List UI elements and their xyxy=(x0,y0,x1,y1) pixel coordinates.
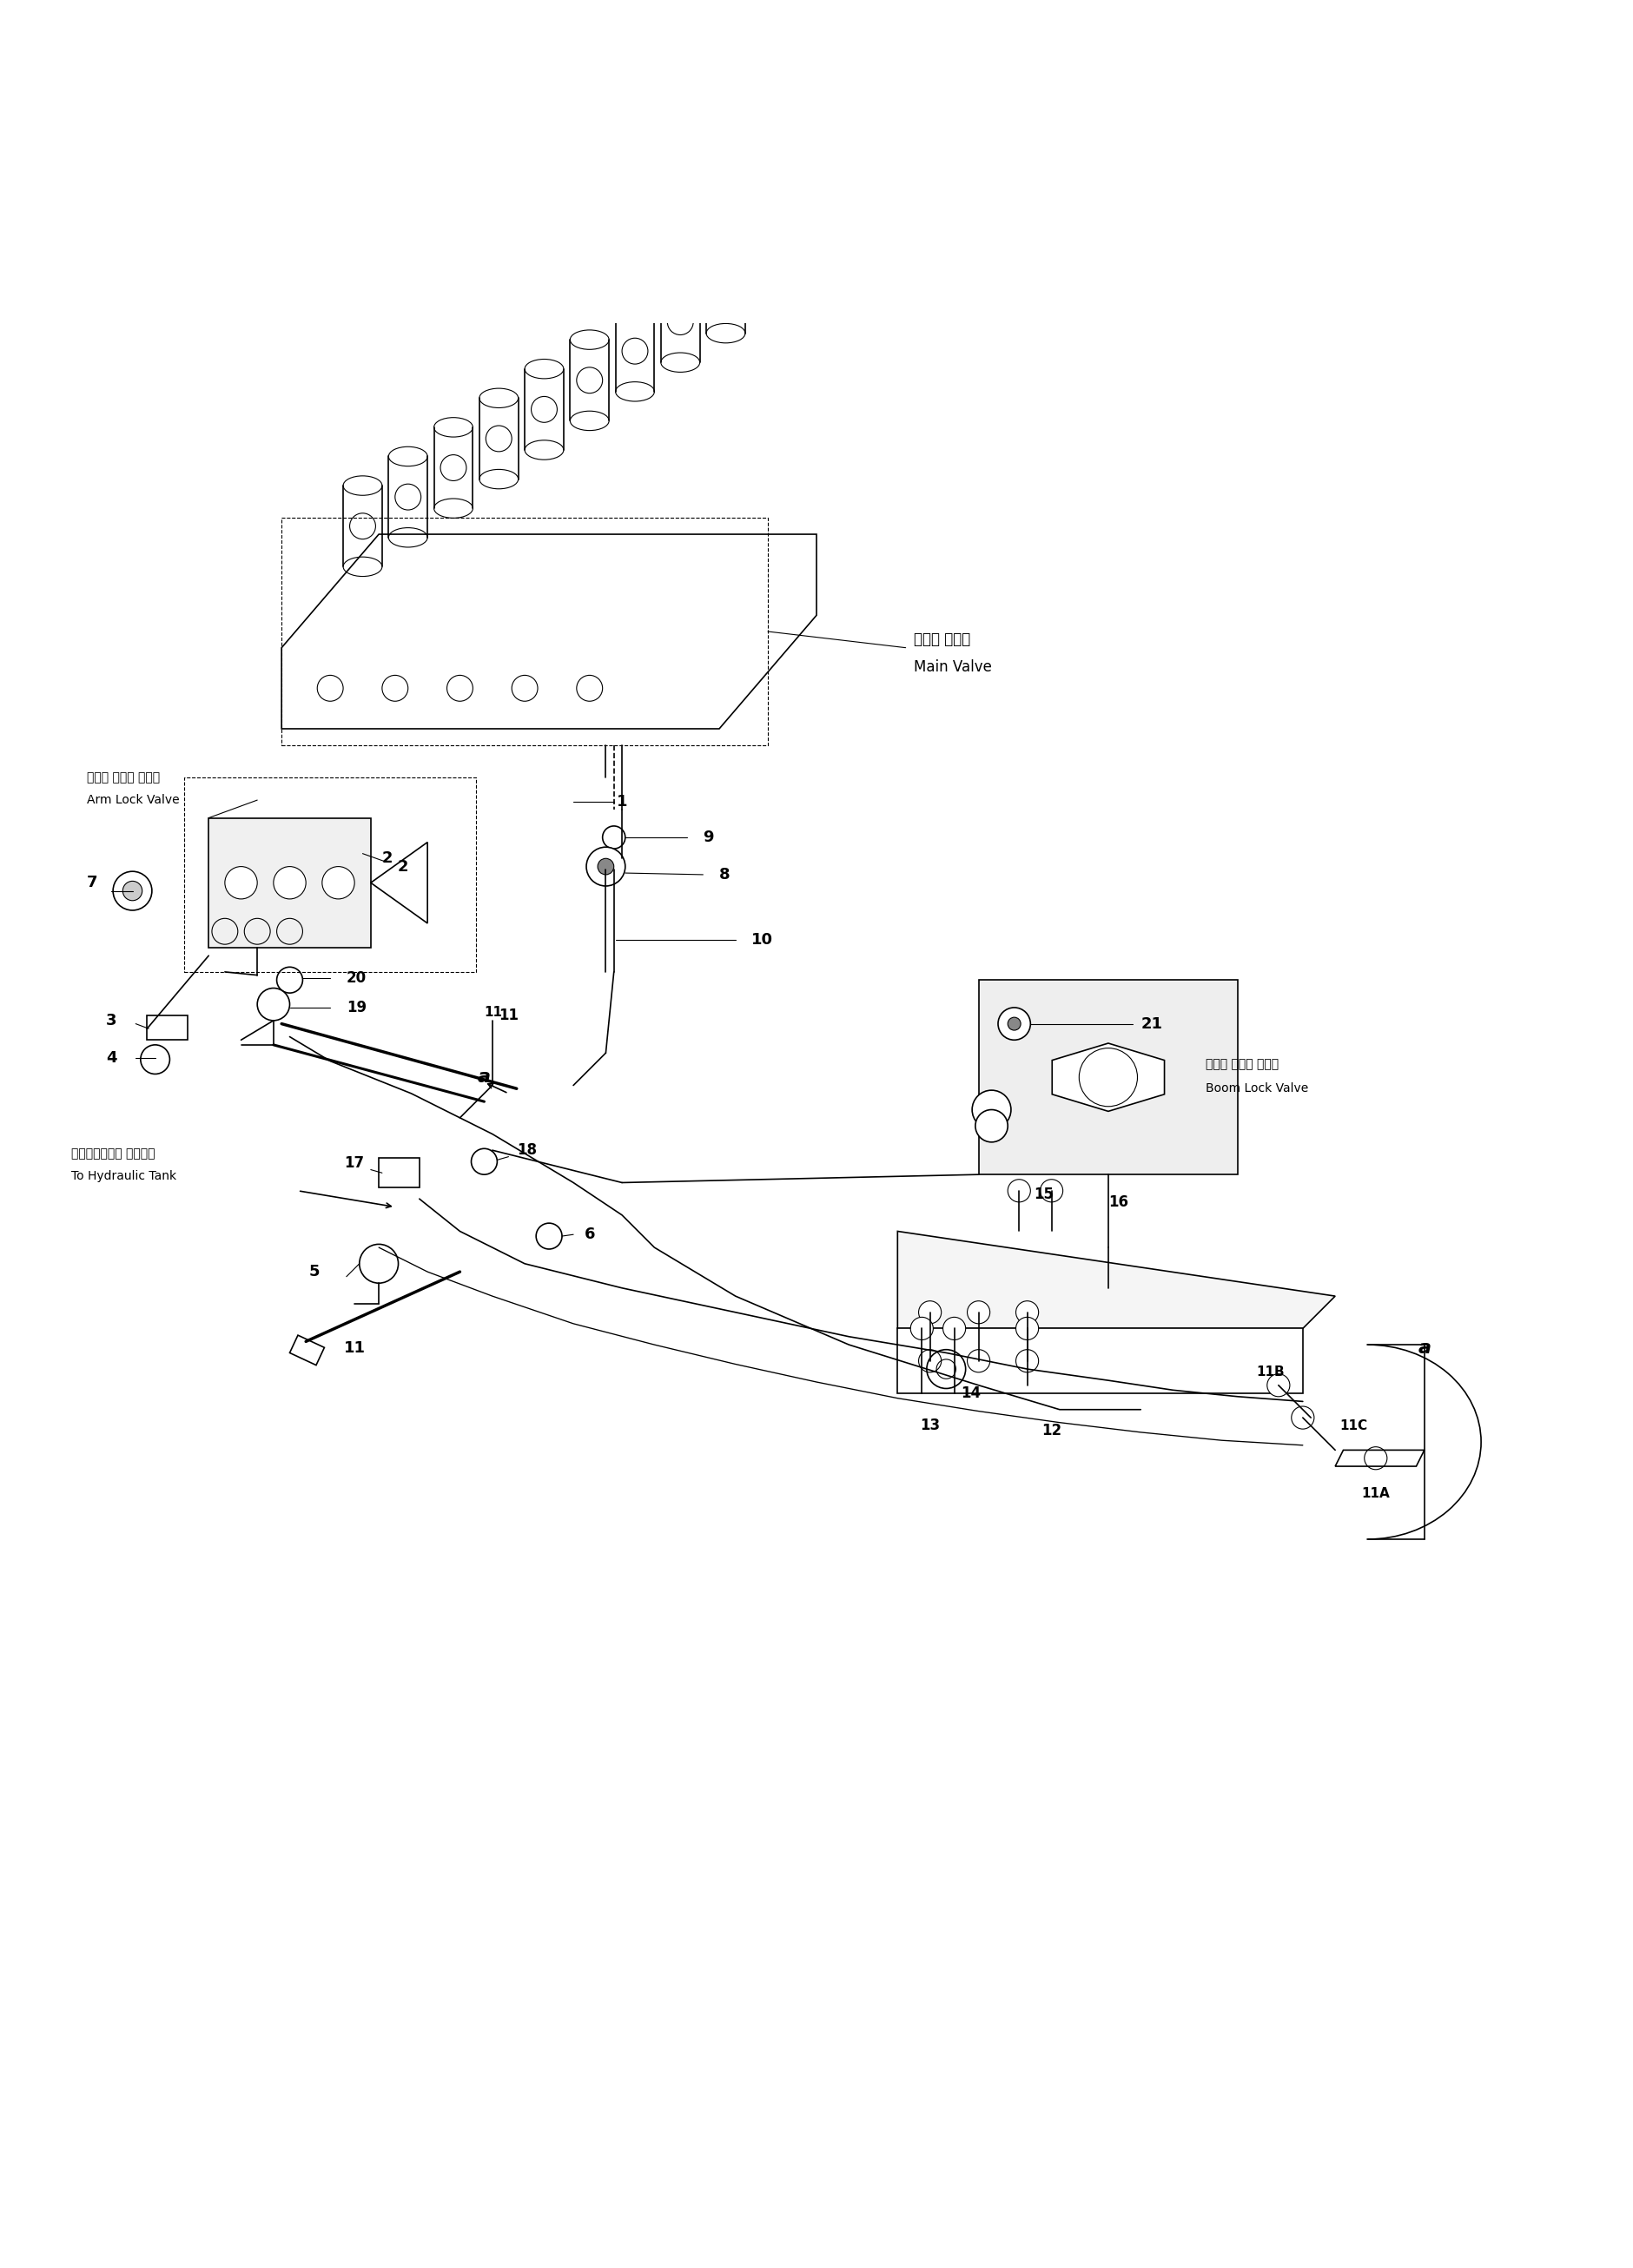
Text: 11B: 11B xyxy=(1256,1365,1285,1379)
Circle shape xyxy=(441,456,467,481)
Circle shape xyxy=(1292,1406,1315,1429)
Text: 2: 2 xyxy=(398,860,408,875)
Circle shape xyxy=(317,676,343,701)
Circle shape xyxy=(598,857,614,875)
Circle shape xyxy=(967,1349,990,1372)
Text: a: a xyxy=(478,1068,492,1086)
Text: 21: 21 xyxy=(1141,1016,1163,1032)
Text: 5: 5 xyxy=(309,1263,320,1279)
Text: 16: 16 xyxy=(1109,1195,1128,1209)
Ellipse shape xyxy=(707,243,745,261)
Text: Boom Lock Valve: Boom Lock Valve xyxy=(1205,1082,1308,1095)
Circle shape xyxy=(1008,1018,1021,1030)
Ellipse shape xyxy=(616,302,655,320)
Bar xyxy=(147,1016,188,1041)
Text: 13: 13 xyxy=(919,1418,941,1433)
Circle shape xyxy=(1016,1349,1039,1372)
Circle shape xyxy=(322,866,354,898)
Text: ハイドロリック タンクへ: ハイドロリック タンクへ xyxy=(70,1148,155,1159)
Ellipse shape xyxy=(570,331,609,349)
Circle shape xyxy=(919,1349,941,1372)
Circle shape xyxy=(511,676,537,701)
Text: 2: 2 xyxy=(382,850,392,866)
Polygon shape xyxy=(1052,1043,1164,1111)
Bar xyxy=(898,1329,1303,1393)
Ellipse shape xyxy=(343,476,382,494)
Circle shape xyxy=(122,882,142,900)
Circle shape xyxy=(273,866,305,898)
Text: 11: 11 xyxy=(485,1007,503,1018)
Circle shape xyxy=(975,1109,1008,1143)
Text: 11: 11 xyxy=(498,1007,519,1023)
Text: 17: 17 xyxy=(345,1154,364,1170)
Text: To Hydraulic Tank: To Hydraulic Tank xyxy=(70,1170,176,1182)
Circle shape xyxy=(972,1091,1011,1129)
Text: アーム ロック バルブ: アーム ロック バルブ xyxy=(87,771,160,782)
Ellipse shape xyxy=(524,358,563,379)
Text: 9: 9 xyxy=(704,830,714,846)
Text: 18: 18 xyxy=(516,1143,537,1159)
Bar xyxy=(379,1159,420,1188)
Text: a: a xyxy=(1417,1340,1431,1356)
Text: 20: 20 xyxy=(346,971,366,987)
Circle shape xyxy=(576,367,603,392)
Bar xyxy=(289,1336,325,1365)
Circle shape xyxy=(576,676,603,701)
Text: 6: 6 xyxy=(585,1227,596,1243)
Circle shape xyxy=(447,676,474,701)
Circle shape xyxy=(622,338,648,365)
Text: 8: 8 xyxy=(719,866,730,882)
Ellipse shape xyxy=(751,213,790,234)
Circle shape xyxy=(998,1007,1030,1041)
Circle shape xyxy=(1040,1179,1063,1202)
Text: 10: 10 xyxy=(751,932,774,948)
Circle shape xyxy=(225,866,258,898)
Ellipse shape xyxy=(661,272,701,290)
Circle shape xyxy=(1016,1302,1039,1325)
Circle shape xyxy=(911,1318,932,1340)
Circle shape xyxy=(531,397,557,422)
Text: 7: 7 xyxy=(87,875,98,891)
Ellipse shape xyxy=(480,388,518,408)
Circle shape xyxy=(942,1318,965,1340)
Text: 4: 4 xyxy=(106,1050,118,1066)
Text: Main Valve: Main Valve xyxy=(914,660,991,676)
Circle shape xyxy=(1016,1318,1039,1340)
Polygon shape xyxy=(898,1232,1336,1329)
Text: 1: 1 xyxy=(617,794,627,810)
Text: メイン バルブ: メイン バルブ xyxy=(914,633,970,646)
Circle shape xyxy=(919,1302,941,1325)
Circle shape xyxy=(668,308,694,336)
Text: 3: 3 xyxy=(106,1014,118,1027)
Text: 11A: 11A xyxy=(1362,1488,1390,1501)
Circle shape xyxy=(359,1245,398,1284)
Text: 11C: 11C xyxy=(1341,1420,1368,1433)
Circle shape xyxy=(113,871,152,909)
Ellipse shape xyxy=(389,447,428,467)
Circle shape xyxy=(382,676,408,701)
Text: Arm Lock Valve: Arm Lock Valve xyxy=(87,794,180,805)
Circle shape xyxy=(1008,1179,1030,1202)
Polygon shape xyxy=(371,841,428,923)
Circle shape xyxy=(349,513,376,540)
Circle shape xyxy=(395,483,421,510)
Circle shape xyxy=(758,249,784,277)
Circle shape xyxy=(586,846,625,887)
Text: 12: 12 xyxy=(1042,1422,1061,1438)
Text: 14: 14 xyxy=(960,1386,980,1402)
Circle shape xyxy=(487,426,511,451)
Polygon shape xyxy=(1336,1449,1424,1467)
Text: ブーム ロック バルブ: ブーム ロック バルブ xyxy=(1205,1059,1279,1070)
Ellipse shape xyxy=(434,417,474,438)
Text: 19: 19 xyxy=(346,1000,366,1016)
Bar xyxy=(209,819,371,948)
Circle shape xyxy=(258,989,289,1021)
Circle shape xyxy=(967,1302,990,1325)
Circle shape xyxy=(1267,1374,1290,1397)
Bar xyxy=(978,980,1238,1175)
Text: 11: 11 xyxy=(343,1340,366,1356)
Text: 15: 15 xyxy=(1034,1186,1053,1202)
Circle shape xyxy=(712,279,738,306)
